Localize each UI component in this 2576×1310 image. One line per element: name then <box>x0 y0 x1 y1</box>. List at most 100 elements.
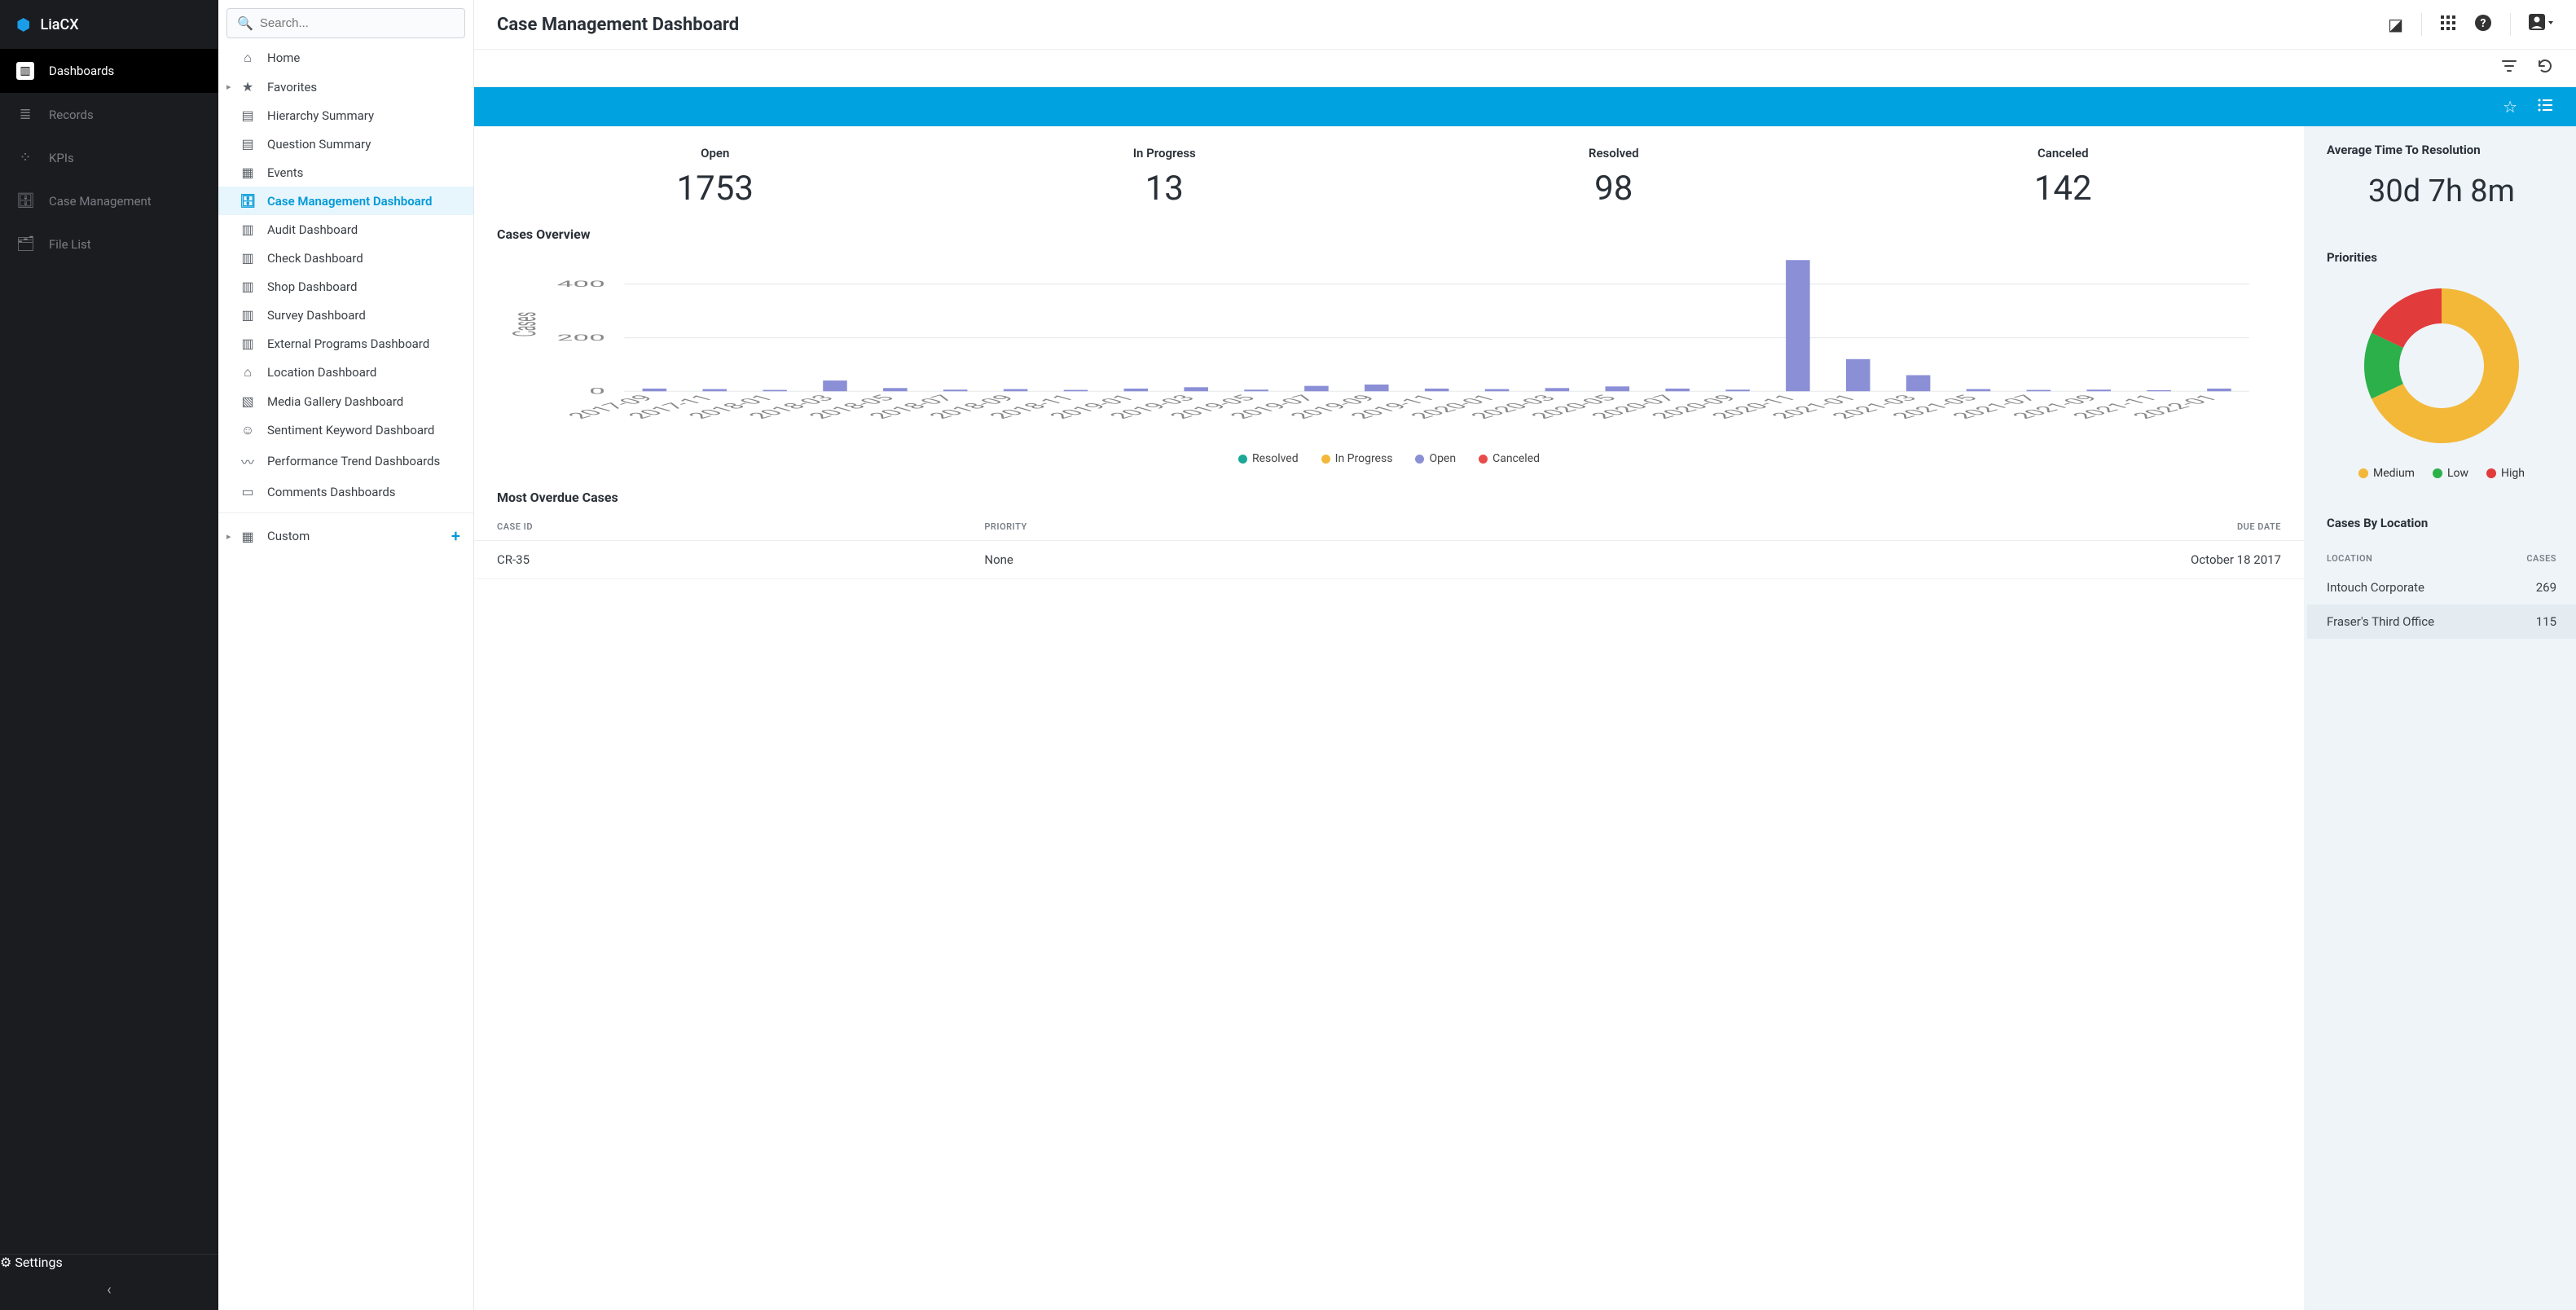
tree-item-favorites[interactable]: ★Favorites <box>218 73 473 101</box>
legend-item: Low <box>2433 467 2468 480</box>
tree-item-check-dashboard[interactable]: ▥Check Dashboard <box>218 244 473 272</box>
add-custom-button[interactable]: + <box>451 526 460 546</box>
primary-nav: ▥Dashboards≣Records⁘KPIs🗄Case Management… <box>0 49 218 1254</box>
kpi-value: 98 <box>1389 169 1839 209</box>
bubbles-icon: ⁘ <box>16 149 34 166</box>
loc-count: 269 <box>2536 580 2556 595</box>
col-header: DUE DATE <box>1490 512 2304 541</box>
loc-name: Intouch Corporate <box>2327 580 2424 595</box>
refresh-icon[interactable] <box>2537 58 2553 78</box>
secondary-sidebar: 🔍 ⌂Home★Favorites▤Hierarchy Summary▤Ques… <box>218 0 474 1310</box>
overdue-title: Most Overdue Cases <box>474 480 2304 512</box>
hierarchy-icon: ▤ <box>240 108 256 123</box>
sidebar-item-case-management[interactable]: 🗄Case Management <box>0 179 218 222</box>
table-row[interactable]: CR-35NoneOctober 18 2017 <box>474 541 2304 579</box>
tree-item-media-gallery-dashboard[interactable]: ▧Media Gallery Dashboard <box>218 387 473 415</box>
tree-label: Check Dashboard <box>267 251 363 266</box>
sidebar-item-settings[interactable]: ⚙ Settings <box>0 1255 218 1270</box>
app-logo-icon[interactable]: ◪ <box>2388 15 2403 34</box>
nav-label: Case Management <box>49 194 152 209</box>
tree-label: Shop Dashboard <box>267 279 357 294</box>
home-icon: ⌂ <box>240 50 256 66</box>
dash-icon: ▥ <box>240 279 256 294</box>
tree-item-home[interactable]: ⌂Home <box>218 43 473 73</box>
tree-label: Case Management Dashboard <box>267 194 432 209</box>
briefcase-icon: 🗄 <box>240 193 256 209</box>
folder-icon: 🗂 <box>16 235 34 253</box>
cell-due-date: October 18 2017 <box>1490 541 2304 579</box>
brand: ⬢ LiaCX <box>0 0 218 49</box>
account-menu-icon[interactable] <box>2529 14 2553 36</box>
side-column: Average Time To Resolution 30d 7h 8m Pri… <box>2307 126 2576 1310</box>
overdue-table: CASE IDPRIORITYDUE DATE CR-35NoneOctober… <box>474 512 2304 579</box>
star-outline-icon[interactable]: ☆ <box>2503 97 2517 116</box>
nav-label: Records <box>49 108 94 122</box>
tree-item-shop-dashboard[interactable]: ▥ Shop Dashboard <box>218 272 473 301</box>
tree-label: Sentiment Keyword Dashboard <box>267 423 434 437</box>
avg-resolution-value: 30d 7h 8m <box>2327 169 2556 226</box>
primary-sidebar: ⬢ LiaCX ▥Dashboards≣Records⁘KPIs🗄Case Ma… <box>0 0 218 1310</box>
location-row[interactable]: Fraser's Third Office115 <box>2307 604 2576 639</box>
tree-item-custom[interactable]: ▦Custom+ <box>218 520 473 552</box>
avg-resolution-card: Average Time To Resolution 30d 7h 8m <box>2307 126 2576 234</box>
tree-item-hierarchy-summary[interactable]: ▤Hierarchy Summary <box>218 101 473 130</box>
priorities-card: Priorities MediumLowHigh <box>2307 234 2576 499</box>
top-actions: ◪ ? <box>2388 13 2553 36</box>
kpi-resolved: Resolved 98 <box>1389 146 1839 209</box>
svg-text:0: 0 <box>589 387 605 396</box>
dash-icon: ▥ <box>240 222 256 237</box>
legend-item: In Progress <box>1321 452 1393 465</box>
legend-item: Canceled <box>1479 452 1540 465</box>
comment-icon: ▭ <box>240 484 256 499</box>
sidebar-item-kpis[interactable]: ⁘KPIs <box>0 136 218 179</box>
cell-case-id: CR-35 <box>474 541 961 579</box>
tree-item-sentiment-keyword-dashboard[interactable]: ☺Sentiment Keyword Dashboard <box>218 415 473 445</box>
location-row[interactable]: Intouch Corporate 269 <box>2307 570 2576 604</box>
search-icon: 🔍 <box>237 15 253 31</box>
calendar-icon: ▦ <box>240 165 256 180</box>
tree-item-performance-trend-dashboards[interactable]: 〰Performance Trend Dashboards <box>218 445 473 477</box>
search-field[interactable]: 🔍 <box>226 8 465 38</box>
kpi-label: Resolved <box>1389 146 1839 160</box>
tree-item-question-summary[interactable]: ▤Question Summary <box>218 130 473 158</box>
tree-item-location-dashboard[interactable]: ⌂ Location Dashboard <box>218 358 473 387</box>
tree-item-survey-dashboard[interactable]: ▥ Survey Dashboard <box>218 301 473 329</box>
tree-label: Survey Dashboard <box>267 308 366 323</box>
dash-icon: ▥ <box>240 307 256 323</box>
tree-item-case-management-dashboard[interactable]: 🗄 Case Management Dashboard <box>218 187 473 215</box>
filter-icon[interactable] <box>2501 58 2517 78</box>
tree-item-events[interactable]: ▦ Events <box>218 158 473 187</box>
loc-name: Fraser's Third Office <box>2327 614 2434 629</box>
kpi-label: In Progress <box>940 146 1390 160</box>
doc-icon: ▤ <box>240 136 256 152</box>
kpi-canceled: Canceled142 <box>1839 146 2288 209</box>
store-icon: ⌂ <box>240 364 256 380</box>
sidebar-item-records[interactable]: ≣Records <box>0 93 218 136</box>
kpi-value: 1753 <box>490 169 940 209</box>
kpi-label: Canceled <box>1839 146 2288 160</box>
search-input[interactable] <box>260 16 455 30</box>
by-location-rows: Intouch Corporate 269 Fraser's Third Offic… <box>2307 570 2576 639</box>
collapse-sidebar-button[interactable]: ‹ <box>0 1270 218 1310</box>
col-location: LOCATION <box>2327 553 2372 564</box>
help-icon[interactable]: ? <box>2474 14 2492 36</box>
tree-label: Events <box>267 165 303 180</box>
tree-item-comments-dashboards[interactable]: ▭Comments Dashboards <box>218 477 473 506</box>
sidebar-item-dashboards[interactable]: ▥Dashboards <box>0 49 218 93</box>
toolbar <box>474 50 2576 87</box>
dashboard-tree: ⌂Home★Favorites▤Hierarchy Summary▤Questi… <box>218 43 473 1310</box>
by-location-title: Cases By Location <box>2327 516 2556 530</box>
kpi-row: Open1753In Progress13Resolved98Canceled1… <box>474 126 2304 217</box>
priorities-legend: MediumLowHigh <box>2327 455 2556 491</box>
legend-item: Resolved <box>1238 452 1299 465</box>
priorities-donut-chart <box>2360 284 2523 447</box>
tree-label: Location Dashboard <box>267 365 376 380</box>
list-view-icon[interactable] <box>2537 97 2553 117</box>
topbar: Case Management Dashboard ◪ ? <box>474 0 2576 50</box>
tree-item-external-programs-dashboard[interactable]: ▥External Programs Dashboard <box>218 329 473 358</box>
nav-label: Dashboards <box>49 64 114 78</box>
sidebar-item-file-list[interactable]: 🗂File List <box>0 222 218 266</box>
tree-item-audit-dashboard[interactable]: ▥Audit Dashboard <box>218 215 473 244</box>
cases-overview-chart: 0200400Cases2017-092017-112018-012018-03… <box>474 248 2304 447</box>
apps-grid-icon[interactable] <box>2440 15 2456 35</box>
